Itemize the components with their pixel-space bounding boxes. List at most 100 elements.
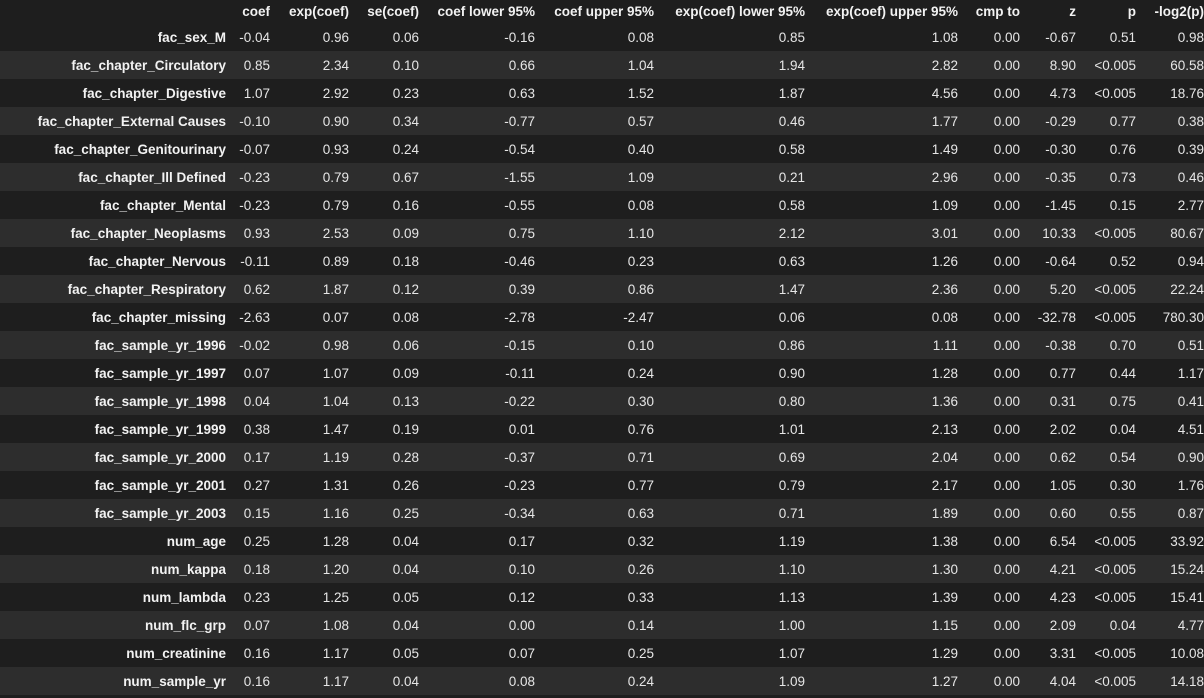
row-label: fac_chapter_missing xyxy=(91,309,226,325)
table-cell: 0.26 xyxy=(392,477,419,493)
table-cell: 0.18 xyxy=(243,561,270,577)
table-cell: 1.07 xyxy=(778,645,805,661)
table-cell: 0.24 xyxy=(627,673,654,689)
table-cell: 0.00 xyxy=(993,617,1020,633)
column-header: -log2(p) xyxy=(1154,4,1204,19)
table-cell: 0.13 xyxy=(392,393,419,409)
table-cell: 1.26 xyxy=(931,253,958,269)
table-cell: 18.76 xyxy=(1170,85,1204,101)
table-cell: 80.67 xyxy=(1170,225,1204,241)
row-label: fac_chapter_External Causes xyxy=(37,113,226,129)
table-cell: 0.06 xyxy=(392,29,419,45)
table-row: fac_chapter_Nervous -0.11 0.89 0.18 -0.46 0.2… xyxy=(0,247,1204,275)
table-body: fac_sex_M -0.04 0.96 0.06 -0.16 0.08 0.85 1.08 0… xyxy=(0,23,1204,695)
table-cell: 0.58 xyxy=(778,141,805,157)
table-cell: 0.89 xyxy=(322,253,349,269)
table-cell: -0.04 xyxy=(239,29,270,45)
table-cell: 0.27 xyxy=(243,477,270,493)
table-cell: 0.23 xyxy=(392,85,419,101)
table-cell: 2.92 xyxy=(322,85,349,101)
table-cell: 0.10 xyxy=(627,337,654,353)
table-row: fac_chapter_Digestive 1.07 2.92 0.23 0.63 1.5… xyxy=(0,79,1204,107)
table-cell: 0.00 xyxy=(993,337,1020,353)
row-label: fac_sample_yr_2003 xyxy=(94,505,226,521)
row-label: num_age xyxy=(166,533,226,549)
table-cell: 0.80 xyxy=(778,393,805,409)
table-cell: 1.28 xyxy=(931,365,958,381)
table-cell: -2.47 xyxy=(623,309,654,325)
table-cell: 0.46 xyxy=(778,113,805,129)
table-cell: 0.70 xyxy=(1109,337,1136,353)
table-cell: 0.24 xyxy=(627,365,654,381)
table-cell: -0.54 xyxy=(504,141,535,157)
table-row: fac_sample_yr_1997 0.07 1.07 0.09 -0.11 0.24 0… xyxy=(0,359,1204,387)
table-cell: 4.73 xyxy=(1049,85,1076,101)
table-cell: 6.54 xyxy=(1049,533,1076,549)
table-cell: 1.16 xyxy=(322,505,349,521)
table-cell: 15.24 xyxy=(1170,561,1204,577)
table-cell: 0.00 xyxy=(993,477,1020,493)
table-row: fac_sample_yr_2000 0.17 1.19 0.28 -0.37 0.71 0… xyxy=(0,443,1204,471)
table-row: fac_chapter_External Causes -0.10 0.90 0.34… xyxy=(0,107,1204,135)
table-cell: 0.00 xyxy=(993,421,1020,437)
table-cell: <0.005 xyxy=(1094,533,1136,549)
table-cell: 2.77 xyxy=(1177,197,1204,213)
table-cell: <0.005 xyxy=(1094,589,1136,605)
table-cell: 1.08 xyxy=(931,29,958,45)
table-cell: 0.46 xyxy=(1177,169,1204,185)
table-cell: 0.00 xyxy=(993,533,1020,549)
table-header: coef exp(coef) se(coef) coef lower 95% coef … xyxy=(0,0,1204,23)
table-cell: 1.31 xyxy=(322,477,349,493)
table-cell: 1.10 xyxy=(778,561,805,577)
table-cell: 0.60 xyxy=(1049,505,1076,521)
table-cell: 0.09 xyxy=(392,365,419,381)
table-cell: -2.78 xyxy=(504,309,535,325)
table-cell: 0.08 xyxy=(392,309,419,325)
table-cell: 1.25 xyxy=(322,589,349,605)
table-cell: 0.79 xyxy=(778,477,805,493)
table-cell: 1.27 xyxy=(931,673,958,689)
table-cell: 0.10 xyxy=(392,57,419,73)
table-cell: 14.18 xyxy=(1170,673,1204,689)
table-cell: 1.09 xyxy=(627,169,654,185)
table-cell: 0.08 xyxy=(627,29,654,45)
table-cell: 0.16 xyxy=(243,645,270,661)
table-cell: 0.00 xyxy=(993,85,1020,101)
table-cell: 0.06 xyxy=(778,309,805,325)
table-cell: 1.89 xyxy=(931,505,958,521)
table-cell: 2.36 xyxy=(931,281,958,297)
table-row: fac_chapter_Respiratory 0.62 1.87 0.12 0.39 0… xyxy=(0,275,1204,303)
header-row: coef exp(coef) se(coef) coef lower 95% coef … xyxy=(0,0,1204,23)
table-cell: 2.82 xyxy=(931,57,958,73)
table-cell: -0.29 xyxy=(1045,113,1076,129)
table-cell: 0.90 xyxy=(778,365,805,381)
row-label: fac_chapter_Respiratory xyxy=(67,281,226,297)
table-cell: 0.05 xyxy=(392,645,419,661)
row-label: fac_chapter_Circulatory xyxy=(71,57,226,73)
table-cell: 0.94 xyxy=(1177,253,1204,269)
table-cell: -0.02 xyxy=(239,337,270,353)
table-cell: 2.34 xyxy=(322,57,349,73)
table-cell: 0.63 xyxy=(508,85,535,101)
table-cell: 0.55 xyxy=(1109,505,1136,521)
table-cell: 0.30 xyxy=(627,393,654,409)
table-cell: 0.57 xyxy=(627,113,654,129)
table-cell: 2.96 xyxy=(931,169,958,185)
table-cell: -0.77 xyxy=(504,113,535,129)
table-cell: 0.08 xyxy=(627,197,654,213)
row-label: fac_sample_yr_2000 xyxy=(94,449,226,465)
table-cell: 0.62 xyxy=(243,281,270,297)
table-cell: 0.06 xyxy=(392,337,419,353)
table-cell: 1.17 xyxy=(322,645,349,661)
table-cell: 0.12 xyxy=(508,589,535,605)
row-label: fac_chapter_Genitourinary xyxy=(54,141,226,157)
column-header: exp(coef) xyxy=(288,4,349,19)
table-cell: -0.15 xyxy=(504,337,535,353)
row-label: fac_sample_yr_1997 xyxy=(94,365,226,381)
table-cell: 0.63 xyxy=(627,505,654,521)
table-cell: 0.25 xyxy=(243,533,270,549)
table-cell: 1.47 xyxy=(778,281,805,297)
table-cell: -0.35 xyxy=(1045,169,1076,185)
table-cell: <0.005 xyxy=(1094,645,1136,661)
table-cell: 0.54 xyxy=(1109,449,1136,465)
